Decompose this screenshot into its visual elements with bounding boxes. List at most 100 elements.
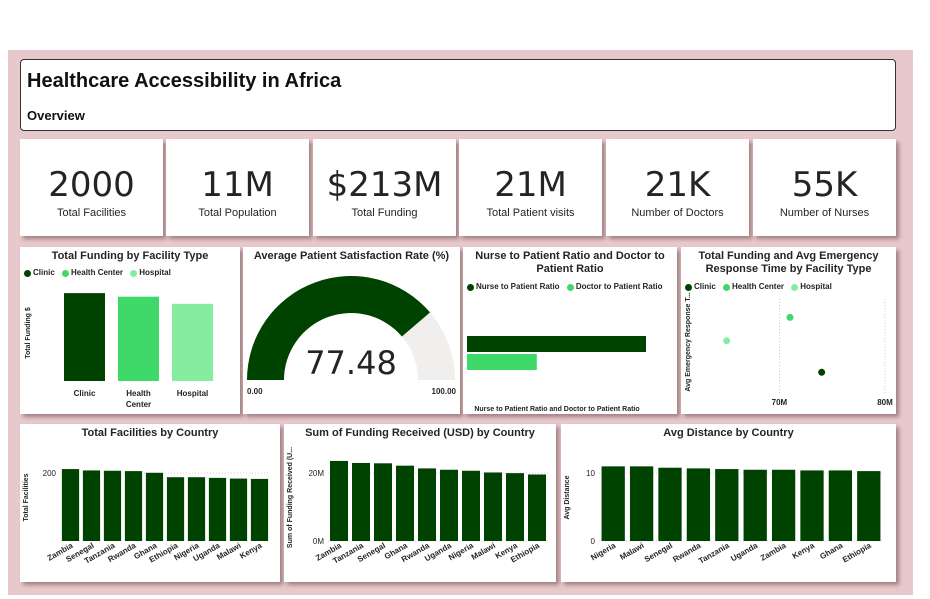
y-tick-label: 200 [43,469,57,478]
x-tick-label: Malawi [215,541,242,562]
page-subtitle: Overview [27,108,85,123]
chart-funding-vs-response-time[interactable]: Total Funding and Avg Emergency Response… [681,247,896,414]
kpi-value: 2000 [48,165,135,205]
chart-avg-distance-by-country[interactable]: Avg Distance by Country Avg Distance 0 10 N… [561,424,896,582]
bar [351,462,371,541]
legend-item-doctor-ratio[interactable]: Doctor to Patient Ratio [566,282,662,291]
gauge-min-label: 0.00 [247,387,263,396]
x-tick-label: Clinic [74,389,96,398]
bar [64,293,105,381]
gauge-plot: 77.48 0.00 100.00 [247,276,457,396]
bar [601,466,625,541]
legend-item-hospital[interactable]: Hospital [130,268,171,277]
kpi-label: Total Facilities [56,207,127,219]
chart-plot: Total Funding $ Clinic Health Center Hospita… [25,293,213,409]
y-tick-label: 10 [586,469,595,478]
chart-legend: Nurse to Patient Ratio Doctor to Patient… [467,282,667,291]
kpi-label: Number of Nurses [779,207,870,219]
x-tick-label: Ethiopia [841,541,873,565]
legend-dot-icon [791,283,799,291]
bar [527,474,547,541]
bar [118,296,159,381]
legend-item-clinic[interactable]: Clinic [685,282,716,291]
chart-plot: Total Facilities 200ZambiaSenegalTanzania… [23,469,270,566]
chart-title-line: Response Time by Facility Type [705,263,872,275]
x-tick-label: Kenya [238,541,264,561]
chart-facilities-by-country[interactable]: Total Facilities by Country Total Facili… [20,424,280,582]
bar [208,477,227,541]
bar [771,469,796,541]
bar [800,470,824,541]
chart-title-line: Total Funding and Avg Emergency [698,250,879,262]
y-axis-label: Total Facilities [23,473,30,521]
kpi-number-of-nurses[interactable]: 55K Number of Nurses [753,139,896,236]
kpi-label: Number of Doctors [631,207,724,219]
scatter-point [818,368,826,376]
chart-funding-by-facility-type[interactable]: Total Funding by Facility Type Clinic He… [20,247,240,414]
legend-dot-icon [130,269,138,277]
chart-legend: Clinic Health Center Hospital [685,282,837,291]
bar [715,469,739,541]
y-axis-label: Total Funding $ [25,307,32,359]
y-tick-label: 0 [591,537,596,546]
bar [187,477,206,541]
x-tick-label: Zambia [759,541,788,563]
x-tick-label: Malawi [618,541,645,562]
bar [417,468,437,541]
bar [145,472,164,541]
chart-plot: Sum of Funding Received (U... 0M20MZambia… [287,447,548,566]
bar [857,471,881,541]
gauge-fill [247,276,431,380]
chart-title-line: Nurse to Patient Ratio and Doctor to [475,250,665,262]
page-title: Healthcare Accessibility in Africa [27,70,342,92]
x-tick-label: 70M [772,398,788,407]
legend-item-health-center[interactable]: Health Center [723,282,784,291]
chart-plot: Nurse to Patient Ratio and Doctor to Pat… [467,336,646,413]
bar [166,477,185,541]
legend-item-clinic[interactable]: Clinic [24,268,55,277]
bar [124,471,143,541]
bar [439,469,459,541]
chart-legend: Clinic Health Center Hospital [24,268,176,277]
scatter-point [786,313,794,321]
bar [373,463,393,541]
x-tick-label: Uganda [729,541,759,564]
legend-dot-icon [24,269,31,277]
chart-plot: Avg Emergency Response T... 70M 80M [685,292,893,407]
bar [329,460,349,541]
x-tick-label: Center [126,400,151,409]
bar [658,467,682,541]
bar [467,354,537,370]
kpi-total-facilities[interactable]: 2000 Total Facilities [20,139,163,236]
kpi-total-patient-visits[interactable]: 21M Total Patient visits [459,139,602,236]
chart-title: Total Facilities by Country [81,427,219,439]
x-tick-label: 80M [877,398,893,407]
legend-item-hospital[interactable]: Hospital [791,282,832,291]
chart-funding-received-by-country[interactable]: Sum of Funding Received (USD) by Country… [284,424,556,582]
kpi-label: Total Population [198,207,277,219]
kpi-total-population[interactable]: 11M Total Population [166,139,309,236]
gauge-value: 77.48 [305,344,397,382]
y-axis-label: Avg Distance [564,475,571,519]
kpi-number-of-doctors[interactable]: 21K Number of Doctors [606,139,749,236]
legend-item-health-center[interactable]: Health Center [62,268,123,277]
legend-dot-icon [467,283,474,291]
legend-dot-icon [566,283,574,291]
chart-patient-satisfaction-gauge[interactable]: Average Patient Satisfaction Rate (%) 77… [243,247,460,414]
kpi-label: Total Patient visits [486,207,575,219]
kpi-value: 21M [494,165,567,205]
bar [229,478,248,541]
chart-title: Total Funding by Facility Type [51,250,209,262]
kpi-value: 55K [791,165,858,205]
bar [172,303,213,381]
x-tick-label: Hospital [177,389,209,398]
x-tick-label: Malawi [470,541,497,562]
chart-title: Total Funding and Avg Emergency Response… [681,250,896,276]
chart-nurse-doctor-ratio[interactable]: Nurse to Patient Ratio and Doctor to Pat… [463,247,677,414]
kpi-total-funding[interactable]: $213M Total Funding [313,139,456,236]
legend-item-nurse-ratio[interactable]: Nurse to Patient Ratio [467,282,560,291]
bar [505,473,525,541]
kpi-value: 11M [201,165,274,205]
chart-title-line: Patient Ratio [536,263,604,275]
